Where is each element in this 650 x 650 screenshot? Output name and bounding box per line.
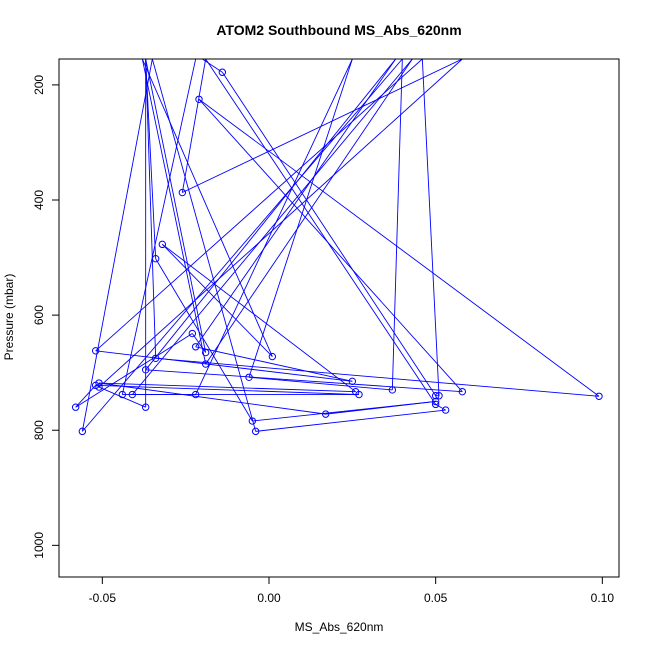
data-point xyxy=(191,390,200,399)
series-segment xyxy=(151,59,257,432)
x-axis-label: MS_Abs_620nm xyxy=(295,620,384,634)
data-point xyxy=(91,347,100,355)
y-tick-label: 600 xyxy=(32,305,46,325)
data-point xyxy=(268,352,277,361)
data-point xyxy=(195,95,203,103)
data-point xyxy=(158,240,167,249)
series-segment xyxy=(121,59,197,395)
series-segment xyxy=(145,59,157,359)
series-segment xyxy=(145,59,207,353)
y-tick-label: 800 xyxy=(32,420,46,440)
data-point xyxy=(441,406,450,414)
series-segment xyxy=(98,386,146,408)
series-segment xyxy=(145,369,463,393)
series-segment xyxy=(182,59,463,193)
data-point xyxy=(201,360,210,368)
data-point xyxy=(191,343,200,351)
series-segment xyxy=(248,59,353,378)
data-point xyxy=(118,390,127,399)
plot-area xyxy=(71,59,603,436)
series-segment xyxy=(205,59,413,365)
data-point xyxy=(71,403,80,411)
x-tick-label: 0.00 xyxy=(257,591,281,605)
x-tick-label: -0.05 xyxy=(89,591,117,605)
series-segment xyxy=(81,59,153,432)
series-segment xyxy=(195,346,353,382)
series-segment xyxy=(141,59,207,365)
data-point xyxy=(321,410,330,418)
series-segment xyxy=(95,59,423,352)
series-segment xyxy=(145,59,157,259)
data-point xyxy=(141,366,150,374)
series-segment xyxy=(75,333,193,408)
data-point xyxy=(91,381,100,390)
data-point xyxy=(78,427,87,436)
data-point xyxy=(245,373,253,381)
data-point xyxy=(595,392,603,400)
data-point xyxy=(141,403,150,411)
series-segment xyxy=(205,59,437,405)
chart-title: ATOM2 Southbound MS_Abs_620nm xyxy=(216,22,461,38)
data-point xyxy=(348,377,357,386)
series-segment xyxy=(98,382,326,415)
series-segment xyxy=(141,59,273,357)
y-tick-label: 1000 xyxy=(32,532,46,559)
data-point xyxy=(248,417,257,425)
data-point xyxy=(458,387,467,396)
series-segment xyxy=(221,71,437,396)
series-segment xyxy=(95,350,353,382)
data-point xyxy=(435,392,443,400)
data-point xyxy=(388,386,397,394)
y-tick-label: 200 xyxy=(32,75,46,95)
series-segment xyxy=(195,59,353,395)
series-segment xyxy=(325,401,436,415)
y-axis-label: Pressure (mbar) xyxy=(2,274,16,361)
series-segment xyxy=(191,333,207,353)
series-segment xyxy=(421,59,440,396)
series-segment xyxy=(198,98,463,392)
series-segment xyxy=(162,244,273,357)
x-tick-label: 0.10 xyxy=(591,591,615,605)
series-segment xyxy=(162,243,356,393)
data-point xyxy=(355,390,363,399)
series-segment xyxy=(131,59,413,395)
data-point xyxy=(431,392,440,400)
data-point xyxy=(128,390,137,399)
x-tick-label: 0.05 xyxy=(424,591,448,605)
series-segment xyxy=(435,403,446,411)
data-point xyxy=(431,400,440,409)
data-point xyxy=(151,354,160,362)
data-point xyxy=(251,427,260,436)
data-point xyxy=(178,188,187,197)
data-point xyxy=(201,348,210,357)
plot-frame xyxy=(58,58,620,578)
data-point xyxy=(218,68,227,76)
data-point xyxy=(151,255,160,263)
series-segment xyxy=(248,376,393,391)
series-segment xyxy=(255,409,446,432)
data-point xyxy=(188,329,197,338)
y-tick-label: 400 xyxy=(32,190,46,210)
data-point xyxy=(431,397,440,406)
series-segment xyxy=(155,357,600,397)
series-segment xyxy=(155,258,253,422)
series-segment xyxy=(75,385,96,408)
series-segment xyxy=(181,59,207,193)
series-segment xyxy=(98,59,463,388)
series-segment xyxy=(98,382,356,393)
series-segment xyxy=(95,384,360,395)
